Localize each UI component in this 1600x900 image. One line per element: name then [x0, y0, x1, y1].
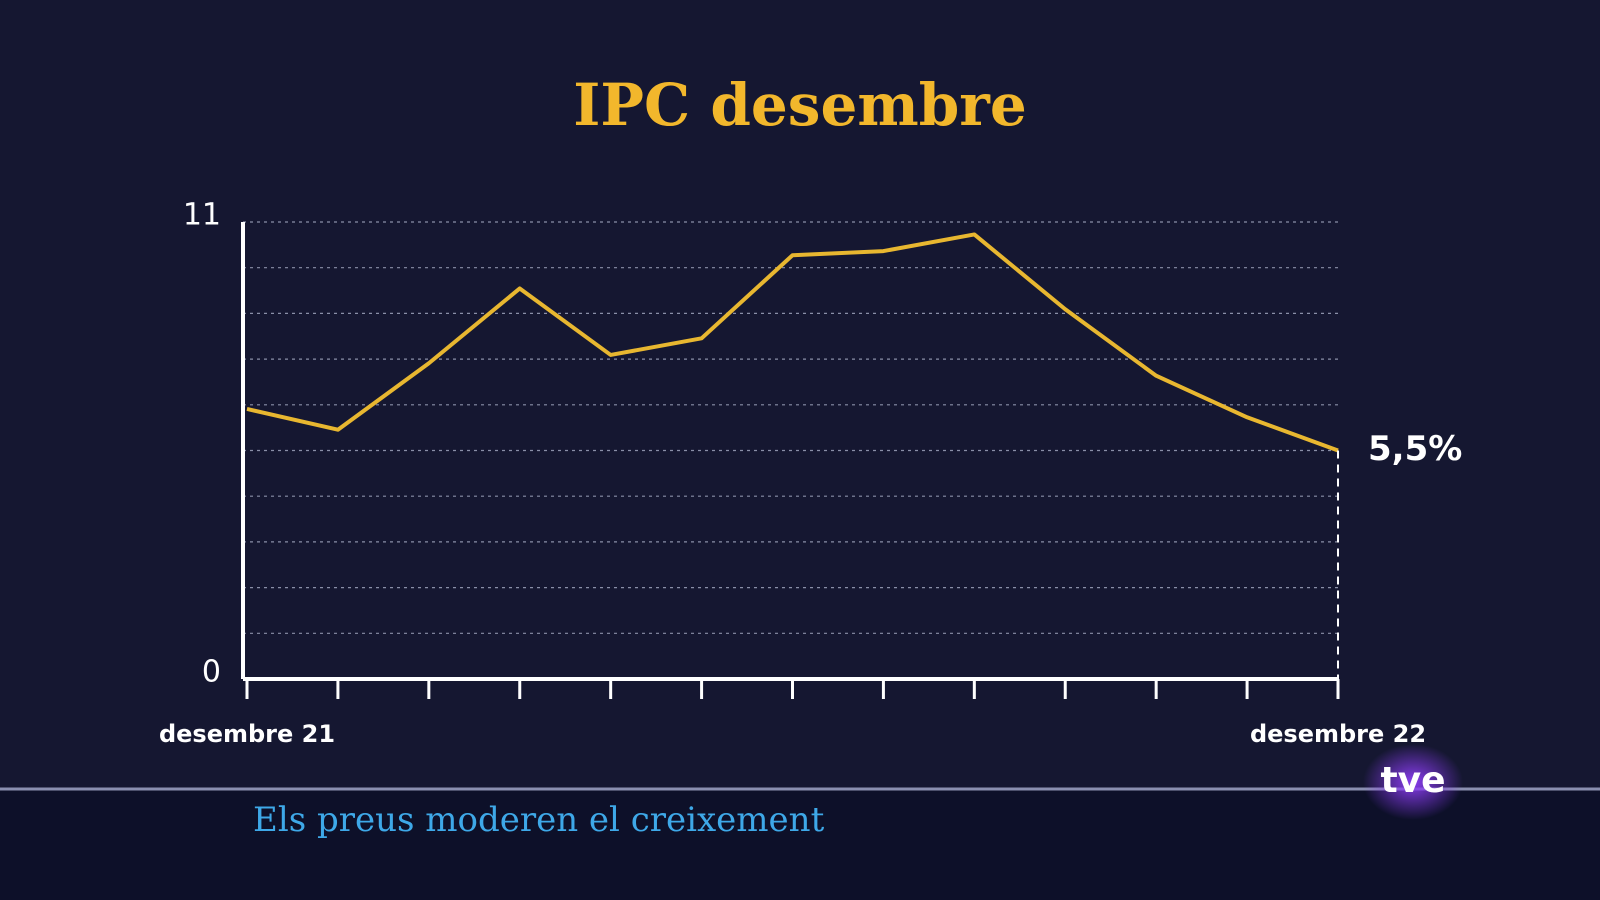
caption-band: [0, 790, 1600, 900]
logo: tve: [1380, 760, 1445, 801]
line: [246, 232, 1339, 453]
value-label: 5,5%: [1368, 429, 1462, 469]
logo-glow: [1363, 744, 1463, 820]
caption: Els preus moderen el creixement: [253, 800, 825, 840]
y-tick-label: 11: [183, 198, 221, 233]
y-tick-label: 0: [202, 655, 221, 690]
x-tick-label: desembre 21: [159, 720, 335, 748]
x-tick-label: desembre 22: [1250, 720, 1426, 748]
chart-title: IPC desembre: [573, 71, 1027, 139]
